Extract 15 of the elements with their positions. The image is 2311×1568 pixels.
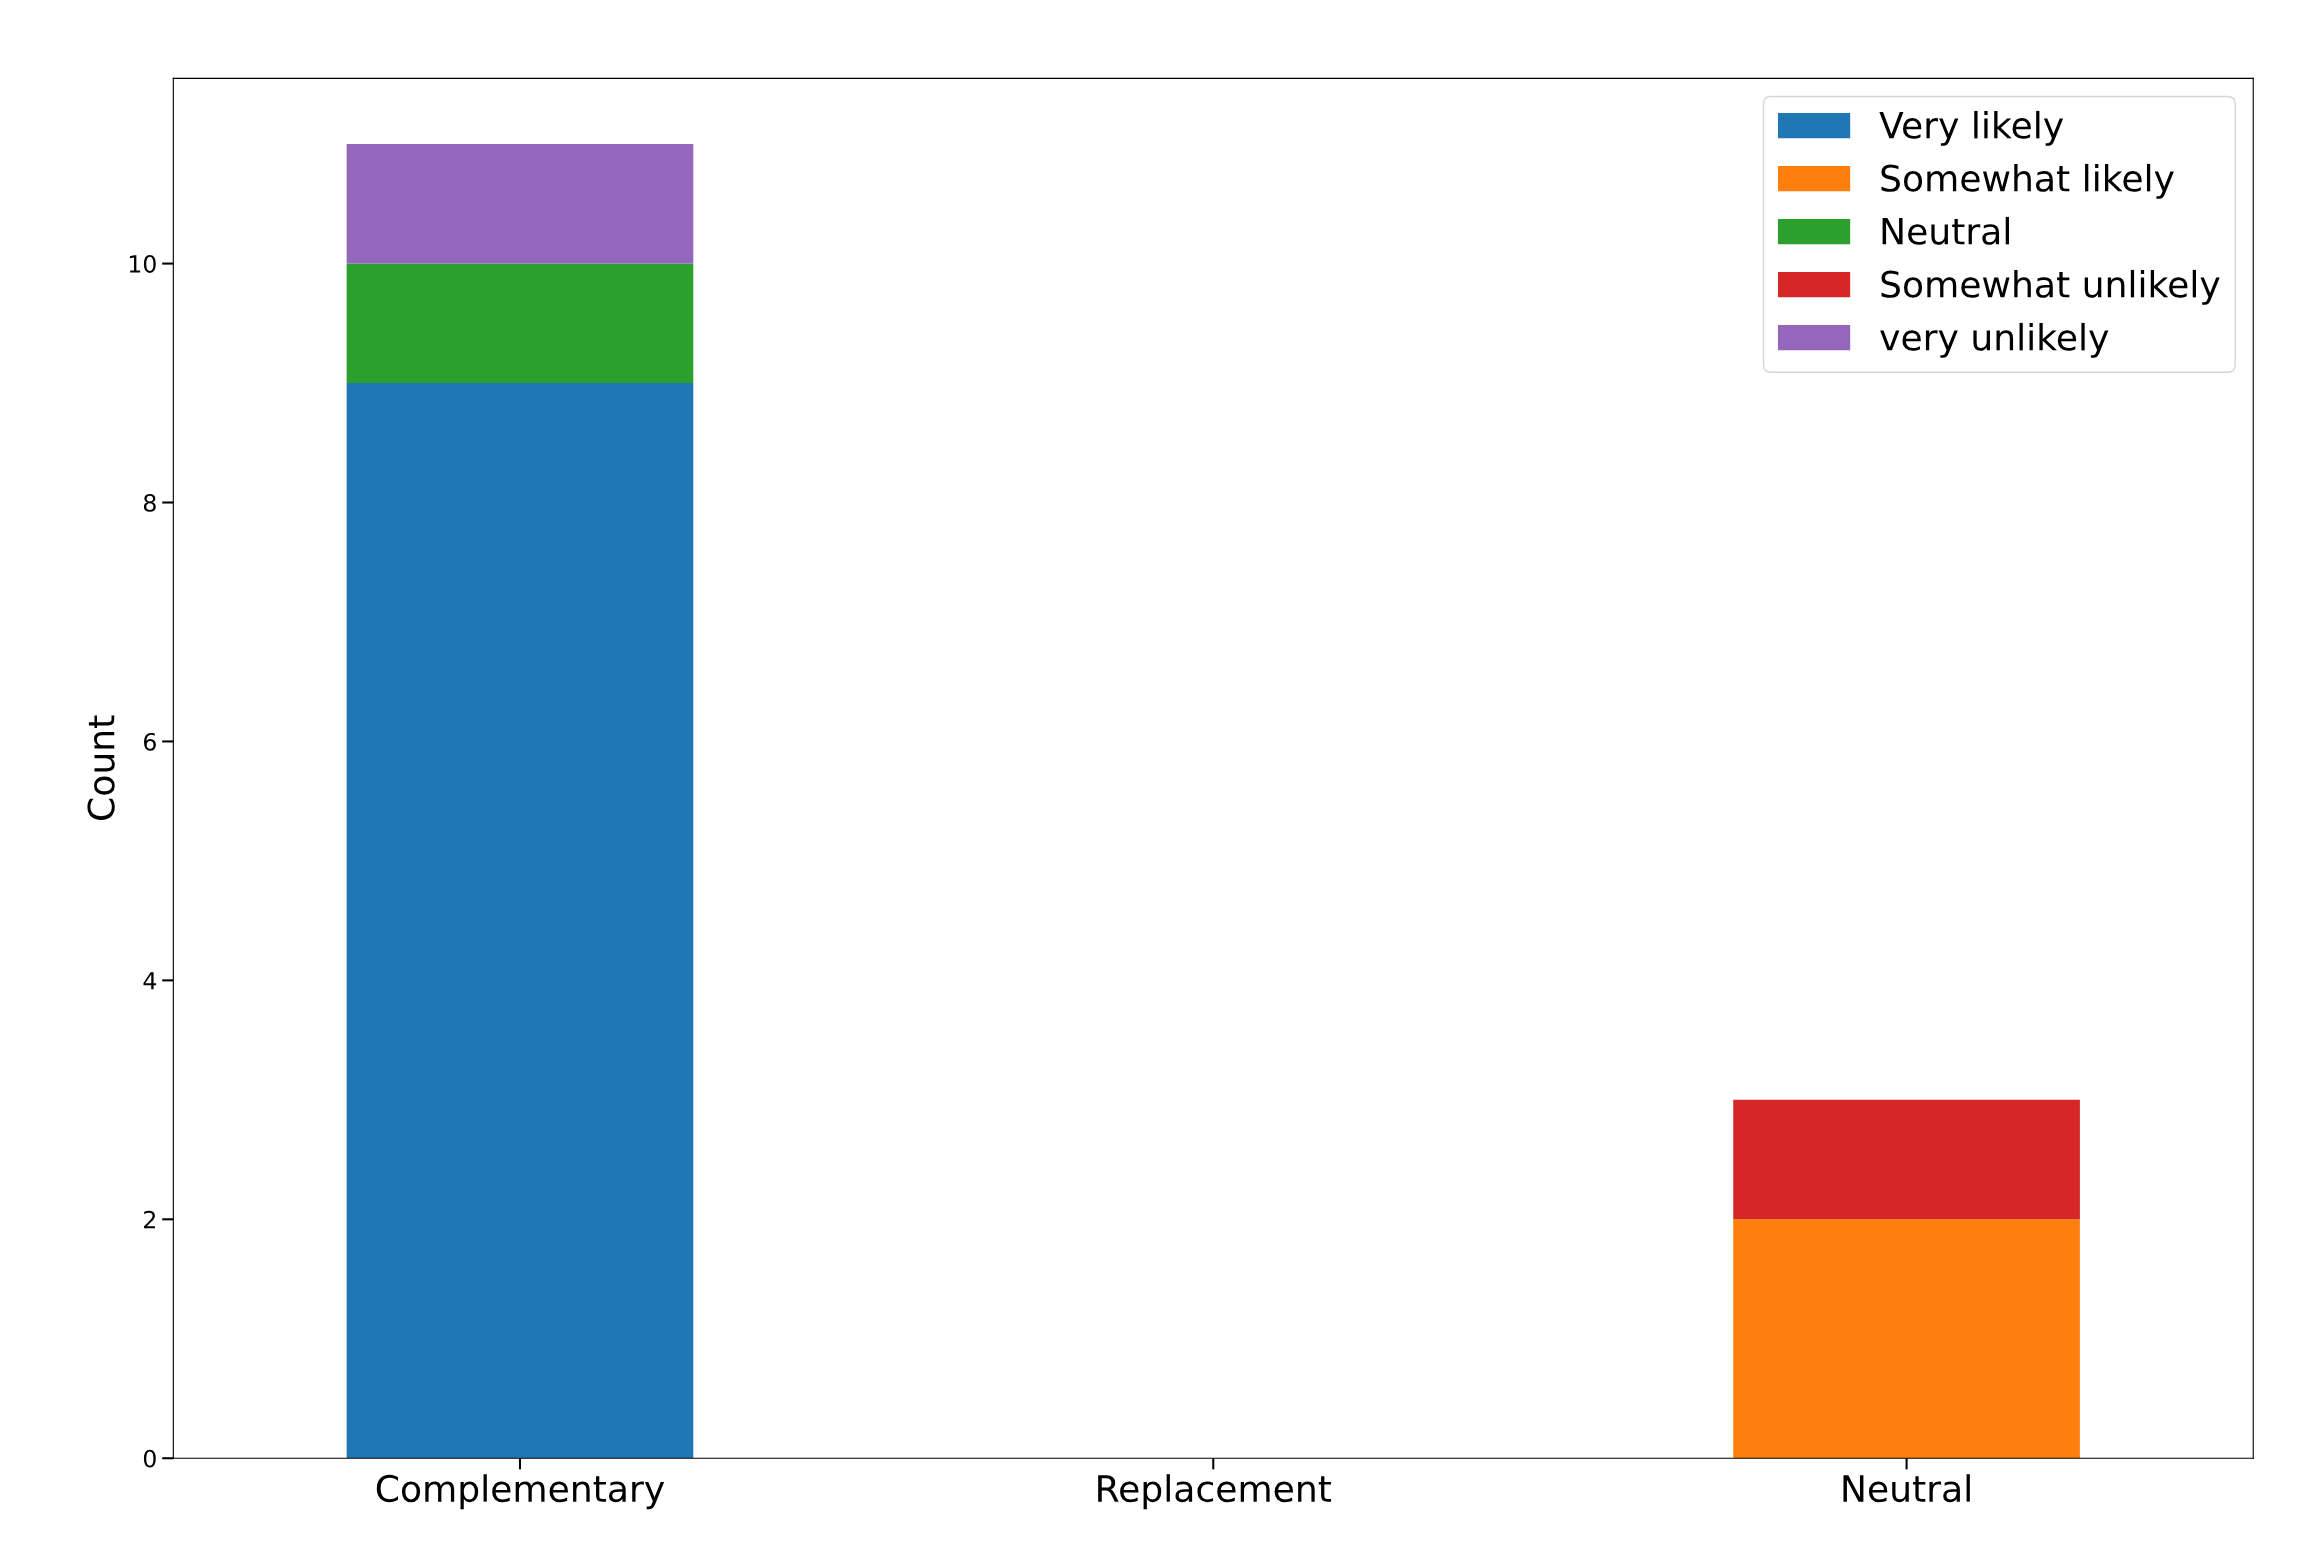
legend-label: Somewhat likely xyxy=(1881,163,2174,199)
y-tick-label: 4 xyxy=(143,972,157,990)
legend-label: Very likely xyxy=(1879,110,2064,146)
legend-label: very unlikely xyxy=(1880,322,2109,358)
y-tick-label: 0 xyxy=(143,1449,156,1468)
x-tick-label: Neutral xyxy=(1843,1474,1970,1503)
legend-label: Somewhat unlikely xyxy=(1881,269,2220,305)
y-tick-label: 8 xyxy=(143,493,156,512)
x-tick-label: Replacement xyxy=(1098,1474,1332,1510)
y-tick-label: 2 xyxy=(144,1210,155,1229)
y-axis-title: Count xyxy=(87,715,115,820)
legend-label: Neutral xyxy=(1882,216,2009,245)
x-tick-label: Complementary xyxy=(376,1474,665,1510)
y-tick-label: 10 xyxy=(129,255,156,273)
y-tick-label: 6 xyxy=(143,732,156,751)
